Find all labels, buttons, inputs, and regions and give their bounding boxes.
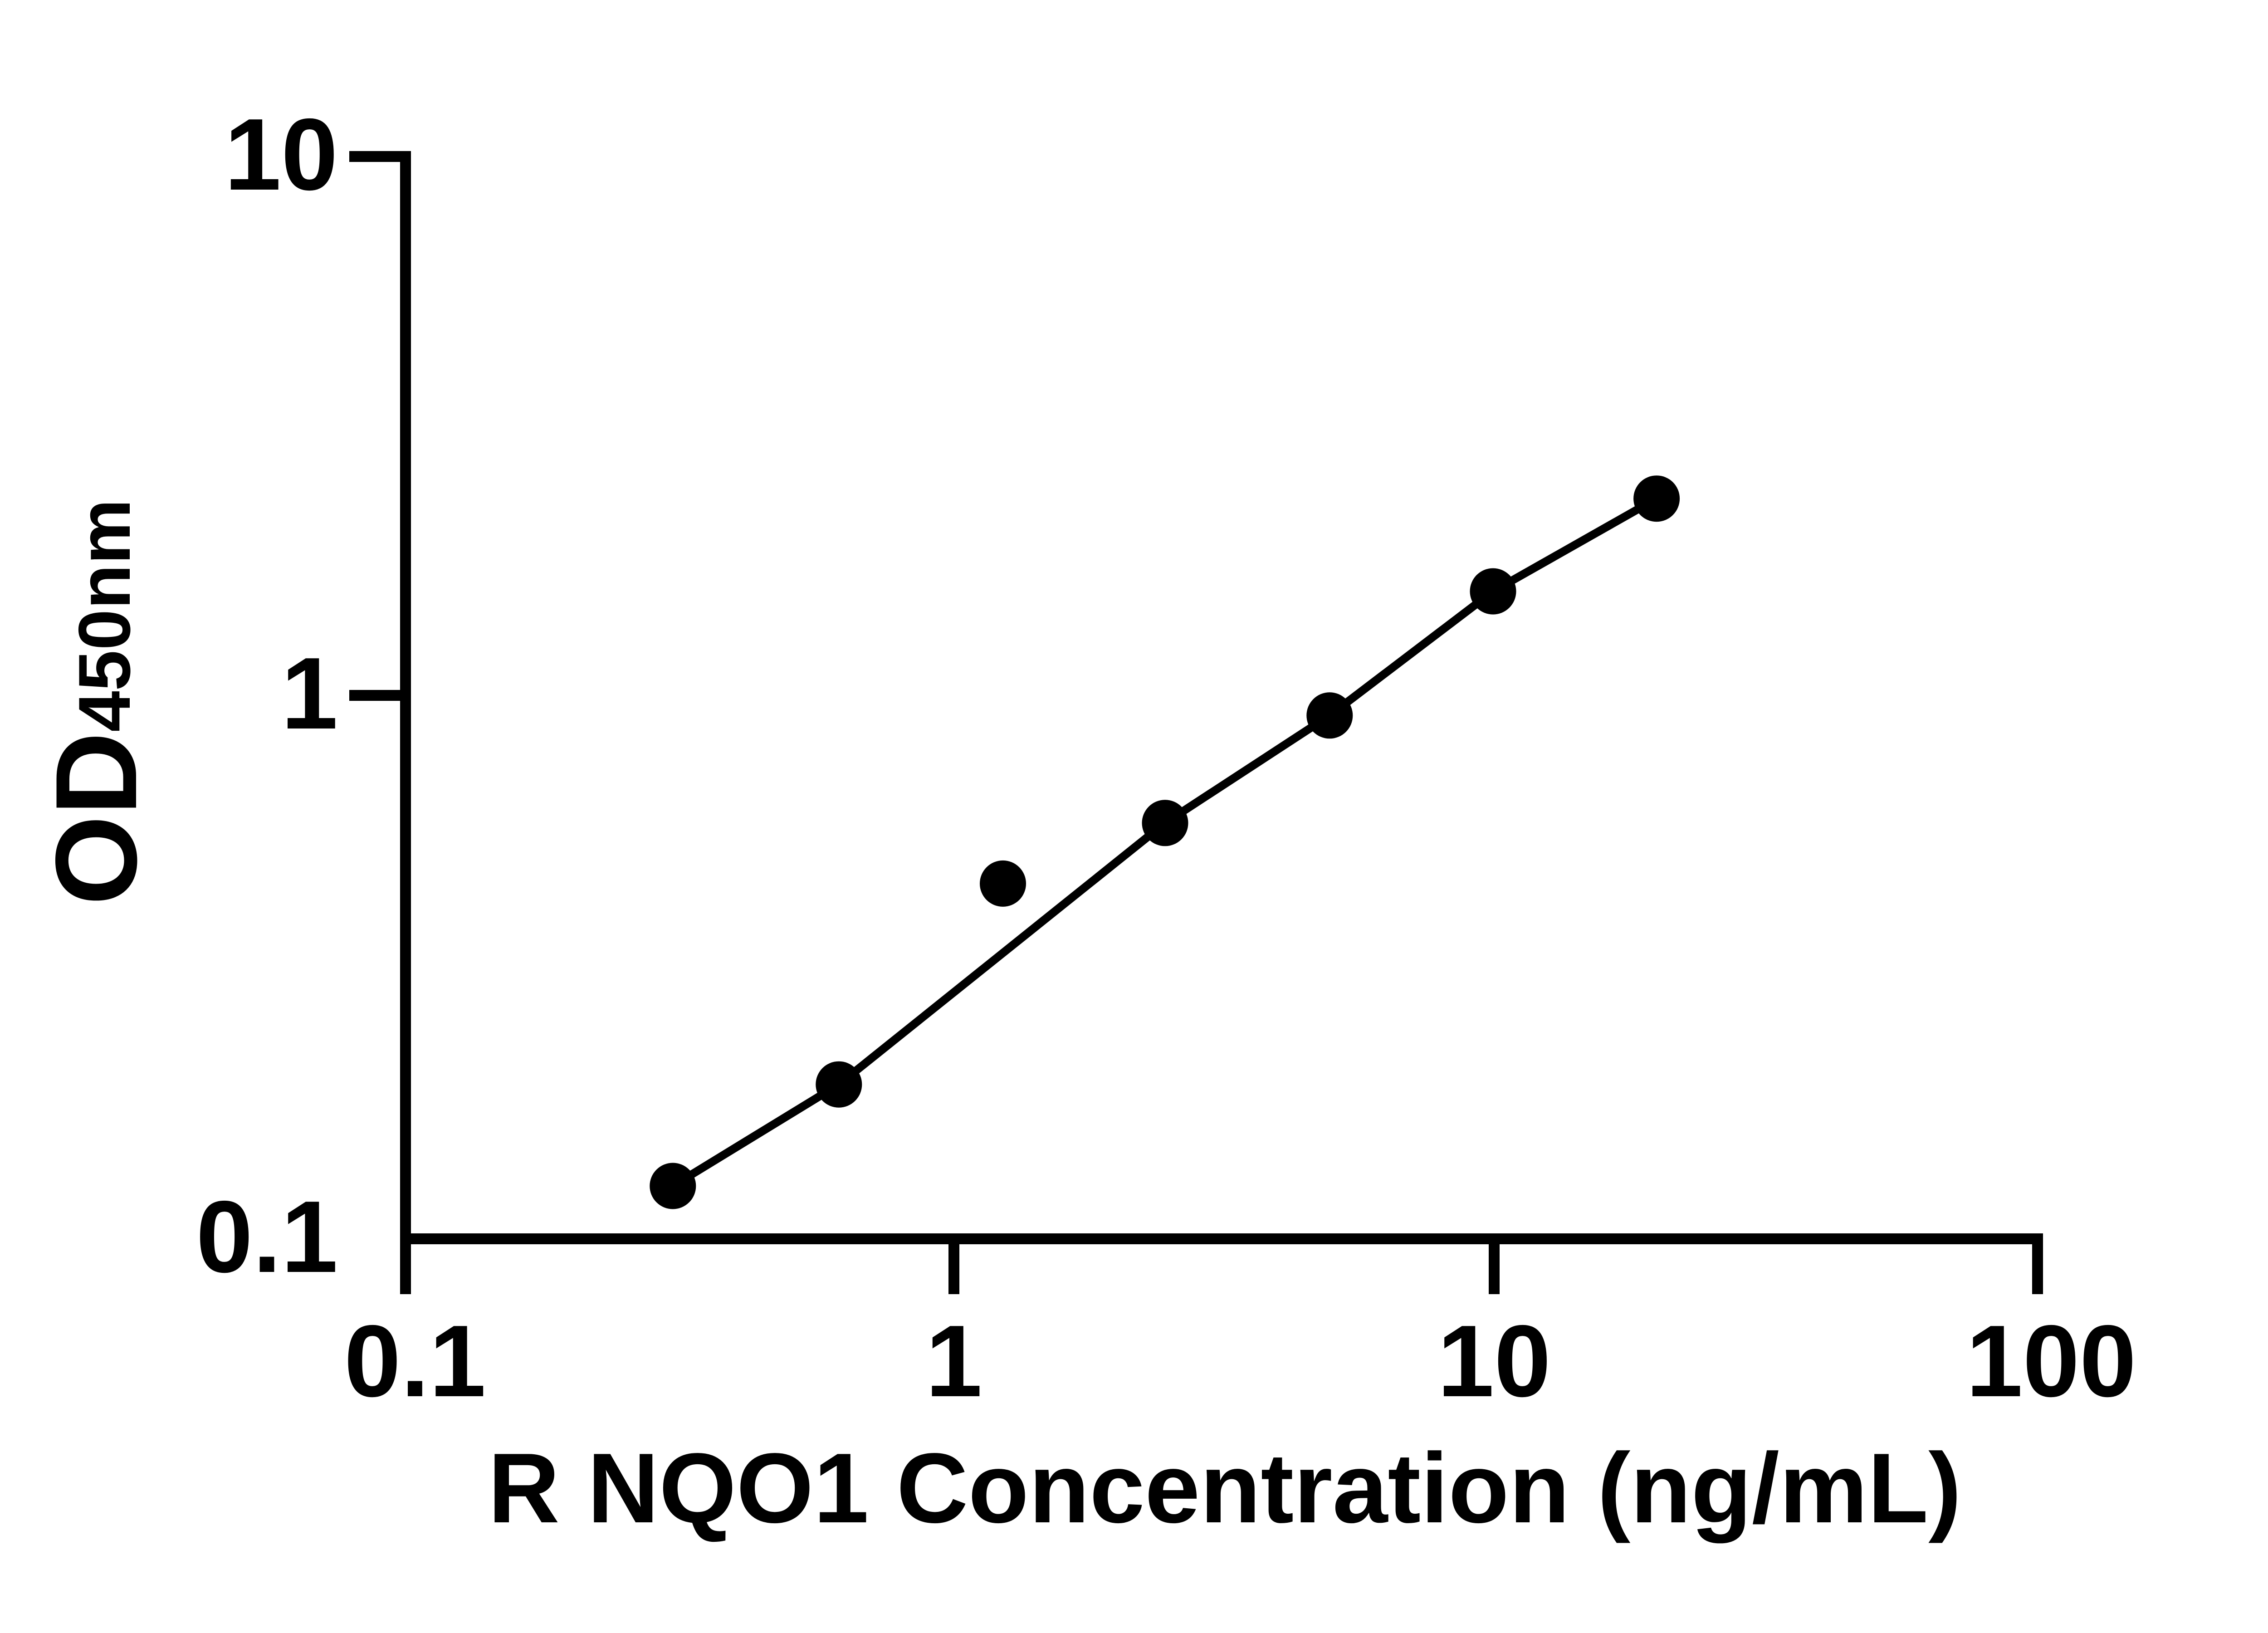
svg-text:R NQO1 Concentration (ng/mL): R NQO1 Concentration (ng/mL) xyxy=(488,1433,1961,1544)
svg-text:1: 1 xyxy=(281,636,338,750)
svg-text:100: 100 xyxy=(1966,1304,2136,1418)
svg-text:10: 10 xyxy=(1437,1304,1551,1418)
svg-text:0.1: 0.1 xyxy=(344,1304,486,1418)
svg-text:0.1: 0.1 xyxy=(196,1179,338,1294)
svg-text:10: 10 xyxy=(225,97,338,211)
svg-text:1: 1 xyxy=(925,1304,982,1418)
